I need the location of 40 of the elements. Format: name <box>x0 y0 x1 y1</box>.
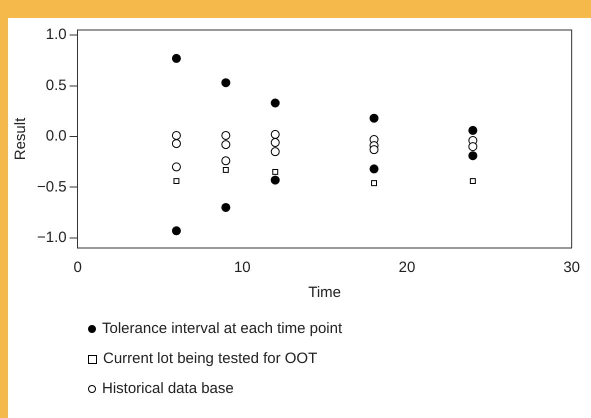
x-tick-label: 20 <box>398 259 416 276</box>
point <box>222 166 229 173</box>
y-tick-label: −0.5 <box>36 178 67 196</box>
point <box>370 145 379 154</box>
x-tick-label: 10 <box>234 259 251 276</box>
point <box>221 130 230 140</box>
point <box>370 164 379 174</box>
point <box>270 147 280 156</box>
y-tick-label: 0.5 <box>46 76 67 94</box>
point <box>172 54 181 63</box>
y-tick-label: −1.0 <box>36 229 67 246</box>
x-tick-label: 30 <box>563 259 580 276</box>
legend-label: Current lot being tested for OOT <box>103 350 318 367</box>
point <box>173 178 180 184</box>
point <box>270 138 280 148</box>
point <box>221 156 230 166</box>
point <box>172 162 181 172</box>
point <box>468 142 478 152</box>
point <box>221 202 230 212</box>
y-axis-title: Result <box>12 116 30 160</box>
point <box>468 151 478 160</box>
point <box>470 178 476 184</box>
point <box>270 130 280 139</box>
x-axis-title: Time <box>308 284 342 302</box>
point <box>221 78 230 88</box>
x-tick-label: 0 <box>73 259 82 276</box>
legend-label: Historical data base <box>102 380 234 397</box>
point <box>370 114 379 123</box>
point <box>172 226 181 236</box>
point <box>270 176 280 185</box>
point <box>172 139 181 148</box>
point <box>270 98 280 108</box>
point <box>371 180 378 186</box>
point <box>172 130 181 140</box>
legend-label: Tolerance interval at each time point <box>102 320 342 337</box>
y-tick-label: 0.0 <box>46 128 67 145</box>
point <box>272 168 278 175</box>
point <box>468 126 478 135</box>
y-tick-label: 1.0 <box>46 26 67 44</box>
point <box>221 140 230 150</box>
